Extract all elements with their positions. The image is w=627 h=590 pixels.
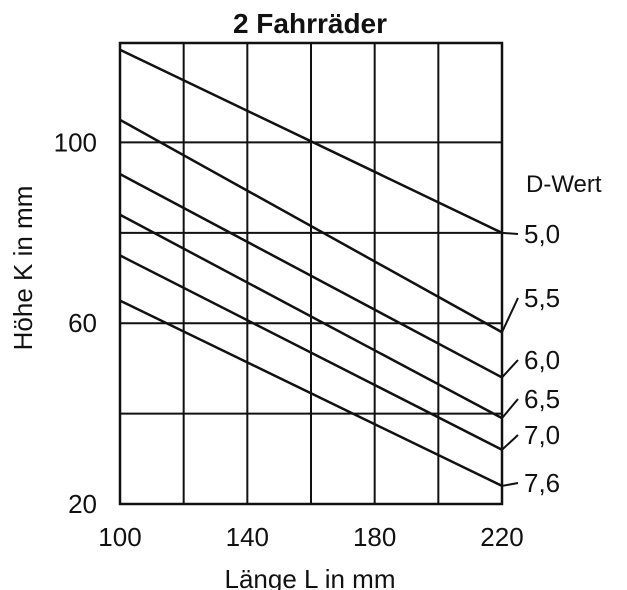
series-label-5,0: 5,0 (524, 219, 560, 249)
series-label-6,0: 6,0 (524, 345, 560, 375)
series-leader-5,5 (501, 297, 519, 333)
plot-frame (118, 41, 504, 506)
x-tick-label-220: 220 (480, 522, 523, 552)
series-label-7,0: 7,0 (524, 420, 560, 450)
y-tick-labels: 20 60 100 (54, 127, 97, 519)
series-line-5,0 (119, 48, 503, 234)
series-label-7,6: 7,6 (524, 468, 560, 498)
x-tick-labels: 100 140 180 220 (98, 522, 523, 552)
series-line-7,0 (119, 254, 503, 451)
y-tick-label-60: 60 (68, 308, 97, 338)
x-tick-label-100: 100 (98, 522, 141, 552)
x-tick-label-180: 180 (353, 522, 396, 552)
series-line-7,6 (119, 299, 503, 488)
series-label-6,5: 6,5 (524, 384, 560, 414)
series-line-6,0 (119, 172, 503, 379)
series-leader-6,0 (501, 359, 519, 379)
series-line-5,5 (119, 118, 503, 334)
series-leader-6,5 (501, 398, 519, 419)
x-axis-label: Länge L in mm (224, 564, 395, 590)
series-leader-7,6 (501, 482, 519, 487)
series-group (119, 48, 503, 488)
series-leader-5,0 (501, 231, 519, 235)
x-tick-label-140: 140 (226, 522, 269, 552)
legend-title: D-Wert (526, 171, 602, 198)
series-labels: 5,0 5,5 6,0 6,5 7,0 7,6 (501, 219, 560, 498)
grid (119, 43, 503, 505)
series-label-5,5: 5,5 (524, 283, 560, 313)
chart-title: 2 Fahrräder (233, 8, 387, 39)
y-tick-label-20: 20 (68, 489, 97, 519)
y-tick-label-100: 100 (54, 127, 97, 157)
series-leader-7,0 (501, 434, 519, 451)
series-line-6,5 (119, 213, 503, 420)
y-axis-label: Höhe K in mm (8, 186, 38, 351)
